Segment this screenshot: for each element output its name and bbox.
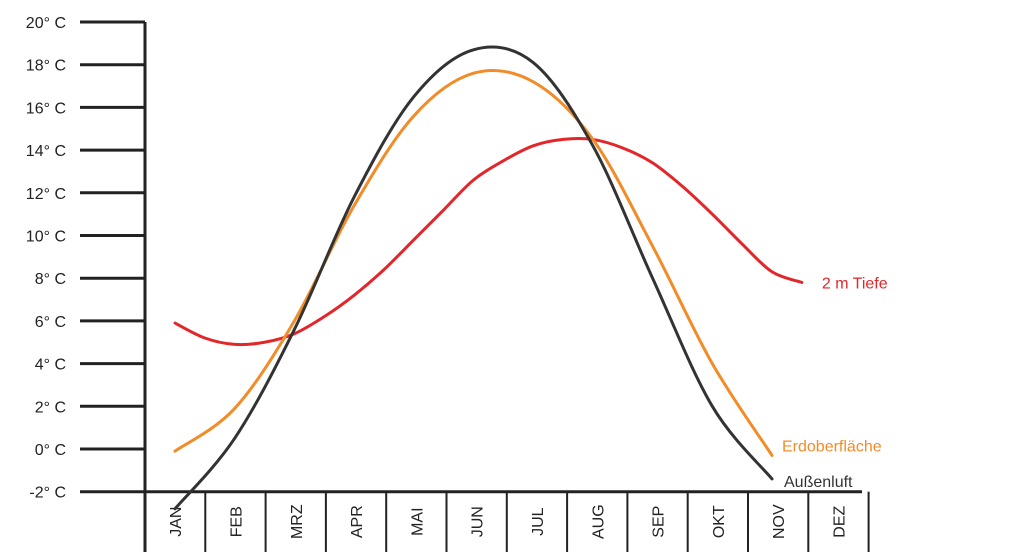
y-tick-label: 20° C bbox=[26, 15, 66, 32]
series-line-au-enluft bbox=[173, 45, 774, 511]
x-tick-label: OKT bbox=[711, 505, 728, 538]
x-tick-label: JUL bbox=[530, 507, 547, 536]
y-axis: -2° C 0° C 2° C 4° C 6° C 8° C 10° C 12° C 14° C… bbox=[26, 15, 147, 552]
series-line-erdoberfl-che bbox=[173, 69, 774, 457]
y-tick-label: 0° C bbox=[35, 442, 66, 459]
y-tick-label: -2° C bbox=[29, 485, 66, 502]
y-tick-label: 14° C bbox=[26, 143, 66, 160]
y-tick-label: 6° C bbox=[35, 314, 66, 331]
y-tick-label: 12° C bbox=[26, 186, 66, 203]
x-tick-label: SEP bbox=[651, 506, 668, 538]
y-tick-label: 10° C bbox=[26, 229, 66, 246]
series-label-2-m-tiefe: 2 m Tiefe bbox=[822, 275, 888, 292]
x-tick-label: AUG bbox=[590, 504, 607, 539]
y-tick-label: 4° C bbox=[35, 357, 66, 374]
x-tick-label: APR bbox=[349, 505, 366, 538]
series-line-2-m-tiefe bbox=[173, 136, 804, 347]
x-axis: JAN FEB MRZ APR MAI JUN JUL AUG SEP OKT NOV DEZ bbox=[144, 490, 870, 552]
x-tick-label: NOV bbox=[771, 504, 788, 539]
series-label-erdoberfl-che: Erdoberfläche bbox=[782, 438, 882, 455]
x-tick-label: MAI bbox=[409, 507, 426, 535]
series-lines bbox=[173, 45, 804, 511]
x-tick-label: DEZ bbox=[831, 505, 848, 537]
x-tick-label: JUN bbox=[470, 506, 487, 537]
series-label-au-enluft: Außenluft bbox=[784, 474, 853, 491]
y-tick-label: 2° C bbox=[35, 399, 66, 416]
y-tick-label: 16° C bbox=[26, 100, 66, 117]
x-tick-label: FEB bbox=[228, 506, 245, 537]
y-tick-label: 18° C bbox=[26, 58, 66, 75]
series-labels: 2 m Tiefe Erdoberfläche Außenluft bbox=[782, 275, 888, 490]
y-tick-label: 8° C bbox=[35, 271, 66, 288]
x-tick-label: JAN bbox=[168, 507, 185, 537]
x-tick-label: MRZ bbox=[289, 504, 306, 539]
